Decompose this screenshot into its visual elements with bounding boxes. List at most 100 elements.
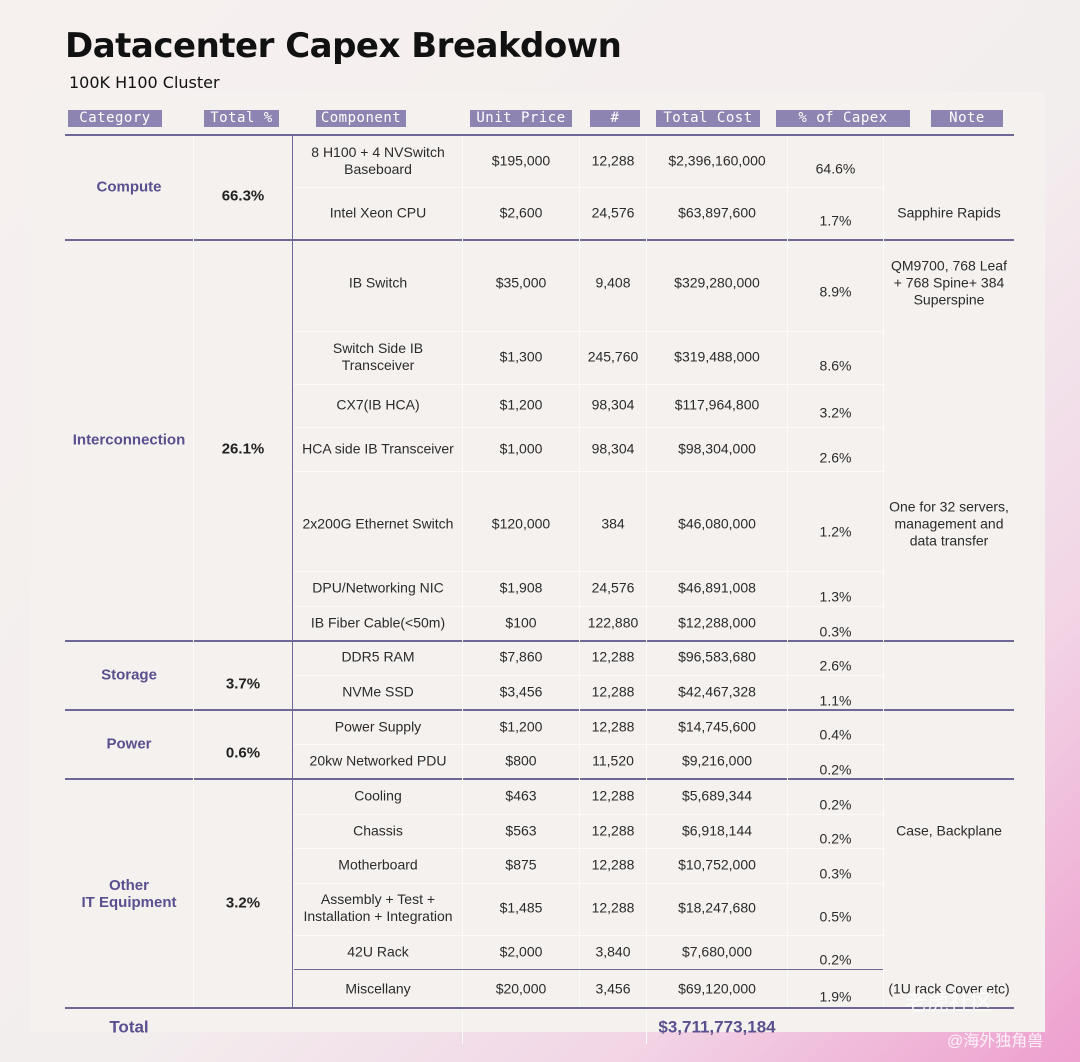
section-divider: [65, 1007, 1014, 1009]
header-note: Note: [931, 110, 1003, 127]
unit-price-cell: $20,000: [495, 980, 547, 997]
pct-capex-cell: 0.2%: [819, 796, 852, 813]
row-separator: [294, 744, 883, 745]
header-total-pct: Total %: [204, 110, 279, 127]
unit-price-cell: $1,908: [499, 579, 543, 596]
pct-capex-cell: 1.9%: [819, 988, 852, 1005]
count-cell: 24,576: [591, 579, 635, 596]
pct-capex-cell: 0.2%: [819, 951, 852, 968]
component-cell: Switch Side IB Transceiver: [332, 340, 424, 373]
category-interconnection: Interconnection: [72, 431, 186, 449]
component-cell: IB Fiber Cable(<50m): [310, 614, 446, 631]
total-cost-cell: $6,918,144: [681, 822, 753, 839]
unit-price-cell: $1,000: [499, 440, 543, 457]
section-divider: [65, 239, 1014, 241]
unit-price-cell: $1,200: [499, 718, 543, 735]
count-cell: 11,520: [592, 752, 634, 769]
component-cell: HCA side IB Transceiver: [302, 440, 454, 457]
total-cost-cell: $5,689,344: [681, 787, 753, 804]
pct-capex-cell: 2.6%: [819, 449, 852, 466]
unit-price-cell: $875: [505, 856, 537, 873]
component-cell: IB Switch: [348, 274, 408, 291]
header-total-cost: Total Cost: [656, 110, 760, 127]
note-sapphire-rapids: Sapphire Rapids: [897, 204, 1001, 221]
total-cost-cell: $42,467,328: [678, 683, 756, 700]
unit-price-cell: $563: [505, 822, 537, 839]
row-separator: [294, 935, 883, 936]
unit-price-cell: $1,200: [499, 396, 543, 413]
total-cost-cell: $46,891,008: [678, 579, 756, 596]
unit-price-cell: $195,000: [491, 152, 551, 169]
unit-price-cell: $7,860: [499, 648, 543, 665]
watermark-logo-text: 老虎社区: [905, 990, 994, 1015]
pct-capex-cell: 1.7%: [819, 212, 852, 229]
component-cell: DPU/Networking NIC: [312, 579, 444, 596]
total-pct-storage: 3.7%: [225, 675, 261, 693]
count-cell: 12,288: [591, 152, 635, 169]
total-cost-cell: $46,080,000: [678, 515, 756, 532]
total-pct-power: 0.6%: [225, 744, 261, 762]
total-cost-cell: $329,280,000: [674, 274, 760, 291]
total-cost-cell: $18,247,680: [678, 899, 756, 916]
component-cell: Power Supply: [334, 718, 422, 735]
unit-price-cell: $2,000: [499, 943, 543, 960]
count-cell: 122,880: [587, 614, 639, 631]
row-separator: [294, 848, 883, 849]
component-cell: DDR5 RAM: [341, 648, 415, 665]
page-subtitle: 100K H100 Cluster: [69, 73, 220, 92]
count-cell: 3,456: [595, 980, 631, 997]
count-cell: 245,760: [587, 348, 639, 365]
count-cell: 12,288: [591, 683, 635, 700]
header-category: Category: [68, 110, 162, 127]
total-cost-cell: $7,680,000: [681, 943, 753, 960]
column-separator: [462, 1010, 463, 1044]
total-label: Total: [109, 1017, 149, 1037]
component-cell: Intel Xeon CPU: [329, 204, 427, 221]
count-cell: 12,288: [591, 856, 635, 873]
row-separator-dark: [294, 969, 883, 970]
column-separator: [193, 136, 194, 1007]
count-cell: 12,288: [591, 822, 635, 839]
category-compute: Compute: [96, 178, 162, 196]
pct-capex-cell: 64.6%: [815, 160, 856, 177]
header-component: Component: [316, 110, 406, 127]
row-separator: [294, 883, 883, 884]
unit-price-cell: $35,000: [495, 274, 547, 291]
count-cell: 12,288: [591, 899, 635, 916]
section-divider: [65, 778, 1014, 780]
header-unit-price: Unit Price: [470, 110, 572, 127]
section-divider: [65, 640, 1014, 642]
total-cost-cell: $2,396,160,000: [668, 152, 766, 169]
component-cell: Miscellany: [345, 980, 411, 997]
total-cost-cell: $10,752,000: [678, 856, 756, 873]
unit-price-cell: $1,485: [499, 899, 543, 916]
unit-price-cell: $3,456: [499, 683, 543, 700]
column-separator: [646, 1010, 647, 1044]
total-cost-cell: $319,488,000: [674, 348, 760, 365]
count-cell: 3,840: [595, 943, 631, 960]
total-cost-cell: $63,897,600: [678, 204, 756, 221]
component-cell: CX7(IB HCA): [336, 396, 420, 413]
pct-capex-cell: 1.2%: [819, 523, 852, 540]
pct-capex-cell: 1.1%: [819, 692, 852, 709]
component-column-border: [292, 136, 293, 1007]
table-panel: [30, 92, 1045, 1032]
pct-capex-cell: 0.2%: [819, 761, 852, 778]
category-storage: Storage: [101, 666, 157, 684]
row-separator: [294, 187, 883, 188]
pct-capex-cell: 0.3%: [819, 865, 852, 882]
unit-price-cell: $1,300: [499, 348, 543, 365]
section-divider: [65, 709, 1014, 711]
component-cell: 20kw Networked PDU: [309, 752, 447, 769]
pct-capex-cell: 0.5%: [819, 908, 852, 925]
count-cell: 12,288: [591, 718, 635, 735]
row-separator: [294, 427, 883, 428]
header-count: #: [590, 110, 640, 127]
component-cell: Motherboard: [338, 856, 418, 873]
pct-capex-cell: 0.2%: [819, 830, 852, 847]
total-pct-other-it-equipment: 3.2%: [225, 894, 261, 912]
column-separator: [883, 136, 884, 1007]
count-cell: 384: [601, 515, 625, 532]
row-separator: [294, 471, 883, 472]
component-cell: Cooling: [354, 787, 402, 804]
